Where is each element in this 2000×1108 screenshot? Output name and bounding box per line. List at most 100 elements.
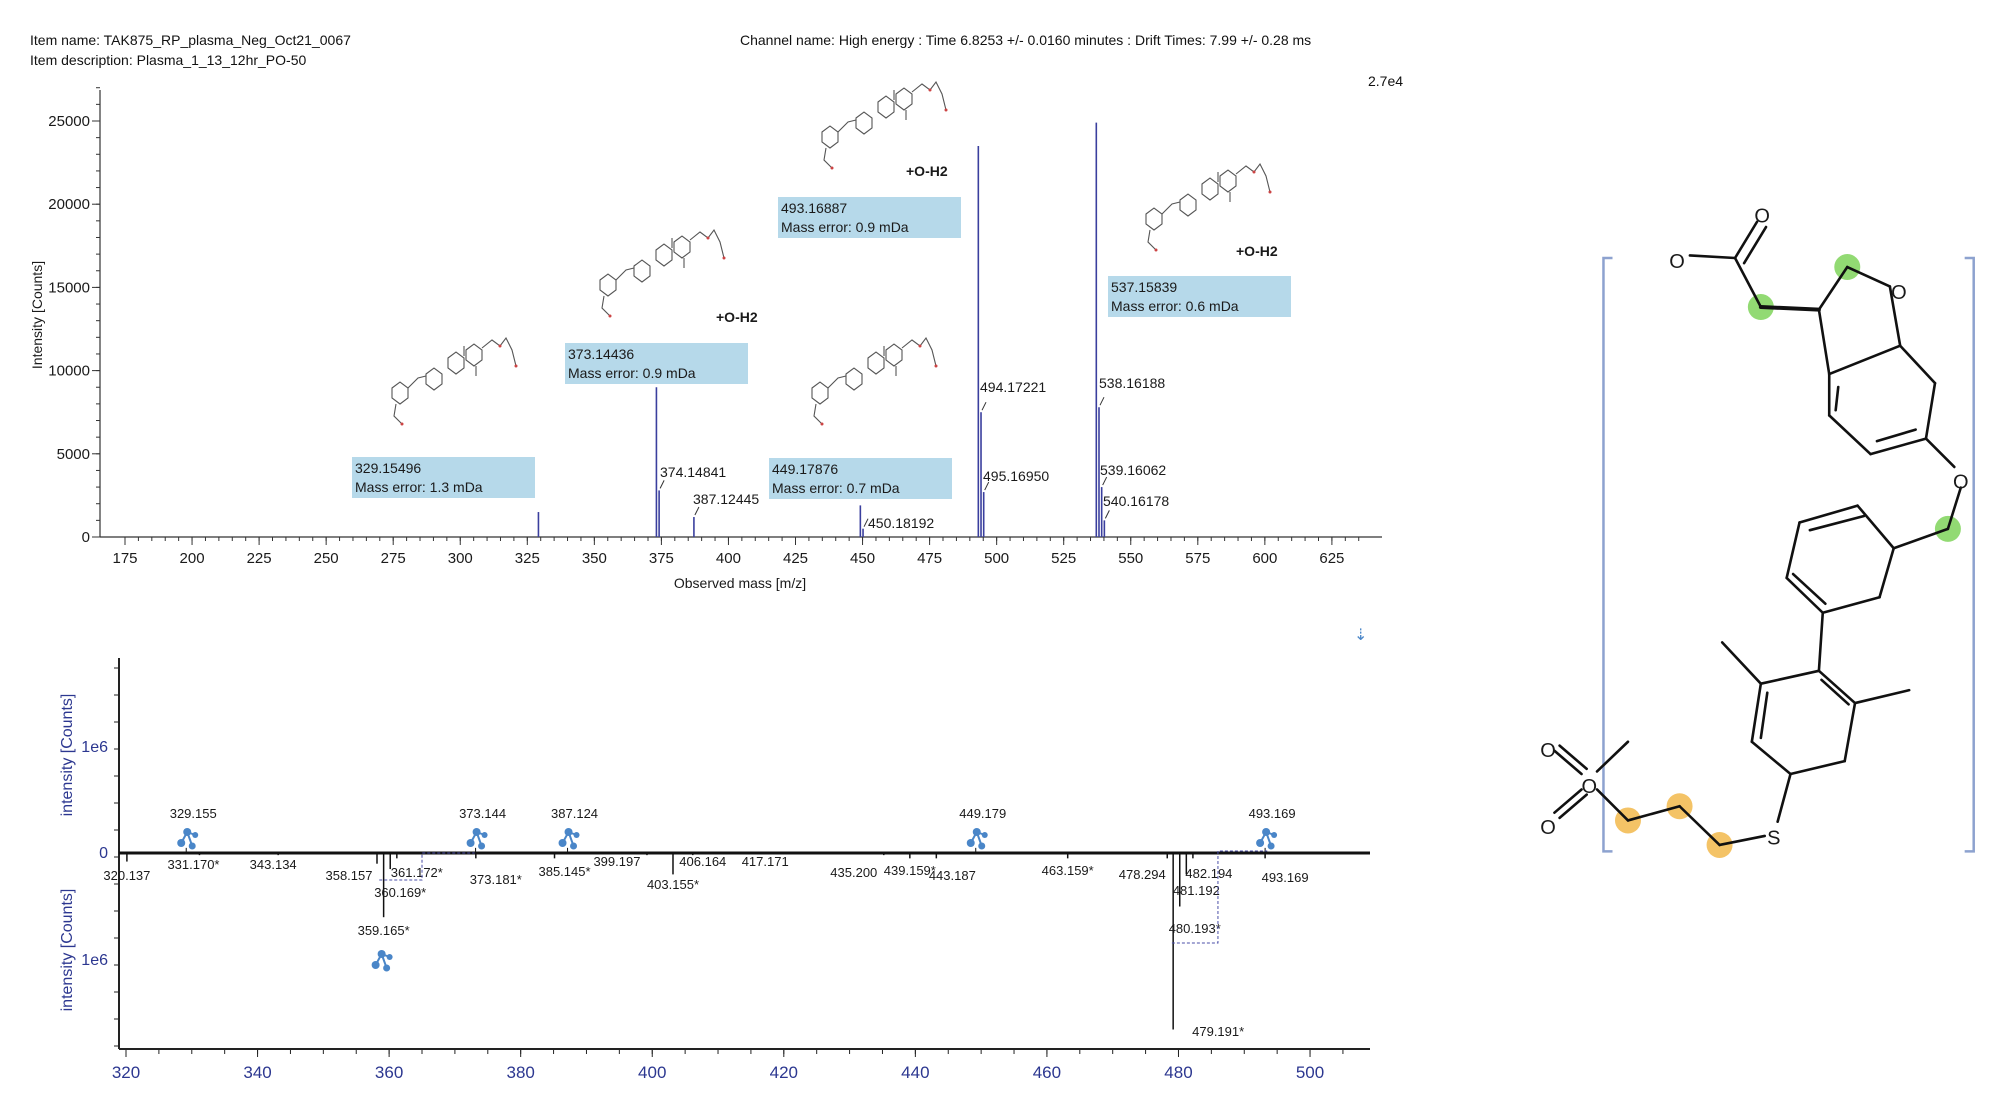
bond: [1924, 381, 1937, 440]
x-tick-label: 300: [448, 550, 473, 567]
modification-label: +O-H2: [1236, 243, 1278, 259]
lower-peak-label: 482.194: [1185, 866, 1232, 881]
upper-peak-label: 373.144: [459, 806, 506, 821]
peak-label: 495.16950: [983, 468, 1049, 484]
annotation-mass-error: Mass error: 1.3 mDa: [355, 479, 483, 495]
bond: [1553, 788, 1583, 815]
bond: [1785, 521, 1801, 580]
bond: [1759, 691, 1769, 740]
atom-label: O: [1891, 282, 1907, 304]
annotation-box: [778, 197, 961, 238]
annotation-mass-error: Mass error: 0.9 mDa: [781, 219, 909, 235]
peak-label: 538.16188: [1099, 375, 1165, 391]
peak-label: 374.14841: [660, 464, 726, 480]
x-tick-label: 350: [582, 550, 607, 567]
y-tick-label: 10000: [48, 363, 90, 380]
bond: [1875, 428, 1917, 443]
peak-label-leader: [1102, 476, 1108, 486]
annotation-box: [352, 457, 535, 498]
bond: [1785, 576, 1825, 615]
bond: [1843, 701, 1857, 763]
lower-peak-label: 331.170*: [167, 857, 219, 872]
y-axis-title-bottom: intensity [Counts]: [59, 889, 76, 1012]
bond: [1789, 759, 1846, 776]
bond: [1827, 344, 1902, 376]
bond: [1678, 804, 1721, 847]
bond: [1821, 595, 1881, 615]
bond: [1791, 572, 1827, 606]
x-tick-label: 500: [984, 550, 1009, 567]
bond: [1798, 504, 1859, 524]
item-description: Item description: Plasma_1_13_12hr_PO-50: [30, 52, 307, 68]
bond: [1750, 682, 1763, 744]
annotation-mz: 329.15496: [355, 460, 421, 476]
annotation-mass-error: Mass error: 0.7 mDa: [772, 480, 900, 496]
annotation-box: [1108, 276, 1291, 317]
fragment-icon: [176, 827, 200, 851]
atom-label: O: [1540, 740, 1556, 762]
annotation-box: [769, 458, 952, 499]
atom-label: O: [1953, 471, 1969, 493]
x-tick-label: 550: [1118, 550, 1143, 567]
lower-peak-label: 480.193*: [1169, 921, 1221, 936]
atom-label: O: [1754, 206, 1770, 228]
x-tick-label: 325: [515, 550, 540, 567]
lower-peak-label: 443.187: [929, 868, 976, 883]
y-tick-label: 0: [99, 845, 108, 862]
bond: [1827, 414, 1872, 456]
x-tick-label: 275: [381, 550, 406, 567]
y-axis-title-top: intensity [Counts]: [59, 694, 76, 817]
upper-peak-label: 449.179: [959, 806, 1006, 821]
x-tick-label: 500: [1296, 1063, 1324, 1082]
bond: [1888, 285, 1902, 348]
x-tick-label: 400: [716, 550, 741, 567]
lower-peak-label: 361.172*: [391, 865, 443, 880]
peak-label: 539.16062: [1100, 462, 1166, 478]
bond: [1834, 385, 1840, 412]
modification-label: +O-H2: [906, 163, 948, 179]
peak-label-leader: [1104, 510, 1110, 519]
fragment-structure-thumbnail: [391, 337, 519, 427]
lower-peak-label: 360.169*: [374, 885, 426, 900]
annotation-mass-error: Mass error: 0.6 mDa: [1111, 298, 1239, 314]
annotation-mz: 449.17876: [772, 461, 838, 477]
atom-label: O: [1540, 817, 1556, 839]
atom-label: O: [1581, 776, 1597, 798]
x-tick-label: 420: [770, 1063, 798, 1082]
upper-peak-label: 387.124: [551, 806, 598, 821]
peak-label-leader: [694, 506, 700, 516]
x-tick-label: 575: [1185, 550, 1210, 567]
lower-peak-label: 403.155*: [647, 877, 699, 892]
bond: [1595, 740, 1630, 773]
bond: [1817, 308, 1831, 376]
mirror-spectrum-chart: 320 340 360 380 400 420 440 460 480 500 0 1e6 1e6 int…: [59, 627, 1370, 1082]
molecule-structure: O O O O S O O O: [1540, 206, 1975, 858]
fragment-structure-thumbnail: [811, 337, 939, 427]
x-axis-title: Observed mass [m/z]: [674, 575, 806, 591]
bracket-right: [1964, 256, 1975, 853]
peak-label: 540.16178: [1103, 493, 1169, 509]
y-tick-label: 0: [82, 529, 90, 546]
bond: [1817, 611, 1825, 673]
collapse-icon: ⇣: [1354, 627, 1367, 644]
lower-peak-label: 417.171: [742, 854, 789, 869]
x-tick-label: 400: [638, 1063, 666, 1082]
lower-peak-label: 479.191*: [1192, 1024, 1244, 1039]
y-tick-label: 25000: [48, 113, 90, 130]
fragment-icon: [965, 827, 989, 851]
bond: [1720, 641, 1763, 686]
peak-label-leader: [984, 481, 990, 491]
y-tick-label: 1e6: [81, 952, 108, 969]
y-tick-label: 1e6: [81, 739, 108, 756]
x-tick-label: 625: [1319, 550, 1344, 567]
x-tick-label: 200: [180, 550, 205, 567]
lower-peak-label: 358.157: [325, 868, 372, 883]
lower-peak-label: 320.137: [103, 868, 150, 883]
lower-peak-label: 399.197: [593, 854, 640, 869]
x-tick-label: 480: [1164, 1063, 1192, 1082]
bond: [1924, 437, 1956, 469]
bond: [1853, 688, 1911, 705]
atom-label: S: [1767, 828, 1780, 850]
x-tick-label: 525: [1051, 550, 1076, 567]
modification-label: +O-H2: [716, 309, 758, 325]
